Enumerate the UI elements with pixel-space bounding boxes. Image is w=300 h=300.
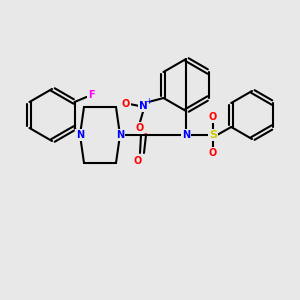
Text: O: O: [135, 123, 144, 133]
Text: N: N: [76, 130, 84, 140]
Text: N: N: [182, 130, 190, 140]
Text: O: O: [209, 112, 217, 122]
Text: N: N: [139, 101, 148, 111]
Text: -: -: [144, 128, 147, 138]
Text: O: O: [209, 148, 217, 158]
Text: N: N: [116, 130, 124, 140]
Text: S: S: [209, 130, 217, 140]
Text: O: O: [134, 156, 142, 166]
Text: F: F: [88, 90, 95, 100]
Text: O: O: [122, 99, 130, 109]
Text: +: +: [145, 97, 152, 106]
